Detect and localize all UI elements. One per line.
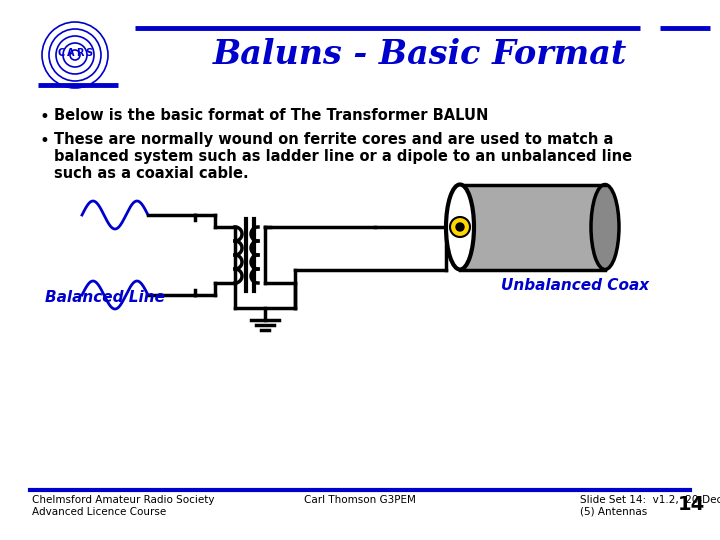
Text: Chelmsford Amateur Radio Society
Advanced Licence Course: Chelmsford Amateur Radio Society Advance… xyxy=(32,495,215,517)
Text: Balanced Line: Balanced Line xyxy=(45,290,165,305)
Ellipse shape xyxy=(591,185,619,269)
Text: such as a coaxial cable.: such as a coaxial cable. xyxy=(54,166,248,181)
Text: •: • xyxy=(40,132,50,150)
Bar xyxy=(460,185,605,269)
Text: These are normally wound on ferrite cores and are used to match a: These are normally wound on ferrite core… xyxy=(54,132,613,147)
Text: Slide Set 14:  v1.2,  20-Dec-2015
(5) Antennas: Slide Set 14: v1.2, 20-Dec-2015 (5) Ante… xyxy=(580,495,720,517)
Circle shape xyxy=(450,217,470,237)
Text: S: S xyxy=(86,48,93,58)
Text: Baluns - Basic Format: Baluns - Basic Format xyxy=(213,38,627,71)
Text: Below is the basic format of The Transformer BALUN: Below is the basic format of The Transfo… xyxy=(54,108,488,123)
Ellipse shape xyxy=(446,185,474,269)
Text: Carl Thomson G3PEM: Carl Thomson G3PEM xyxy=(304,495,416,505)
Circle shape xyxy=(456,223,464,231)
Text: C: C xyxy=(58,48,65,58)
Text: balanced system such as ladder line or a dipole to an unbalanced line: balanced system such as ladder line or a… xyxy=(54,149,632,164)
Text: Unbalanced Coax: Unbalanced Coax xyxy=(501,278,649,293)
Text: A: A xyxy=(67,48,75,58)
Text: •: • xyxy=(40,108,50,126)
Text: 14: 14 xyxy=(678,495,705,514)
Text: R: R xyxy=(76,48,84,58)
